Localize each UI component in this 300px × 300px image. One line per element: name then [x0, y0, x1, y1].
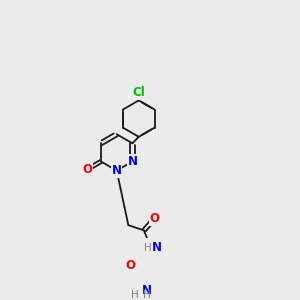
Text: N: N: [112, 164, 122, 177]
Text: O: O: [82, 163, 92, 176]
Text: H: H: [144, 244, 152, 254]
Text: Cl: Cl: [132, 86, 145, 99]
Text: O: O: [149, 212, 159, 225]
Text: N: N: [152, 241, 161, 254]
Text: H: H: [143, 290, 151, 300]
Text: H: H: [131, 290, 139, 300]
Text: N: N: [142, 284, 152, 297]
Text: N: N: [128, 155, 137, 168]
Text: O: O: [126, 259, 136, 272]
